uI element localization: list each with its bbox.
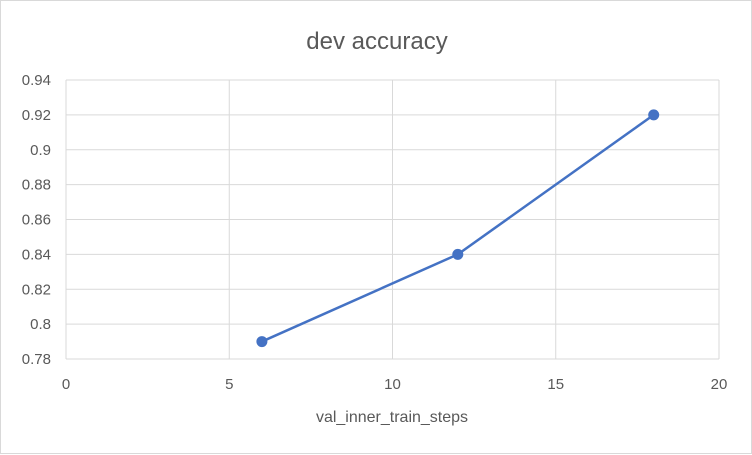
x-tick-label: 10 (384, 376, 401, 393)
x-tick-label: 0 (62, 376, 70, 393)
data-series (256, 109, 660, 348)
series-line (261, 113, 655, 343)
data-point (648, 109, 660, 121)
y-tick-label: 0.88 (22, 177, 51, 194)
x-axis-label: val_inner_train_steps (316, 409, 468, 426)
y-tick-label: 0.92 (22, 107, 51, 124)
x-tick-label: 5 (225, 376, 233, 393)
y-tick-label: 0.9 (30, 142, 51, 159)
y-tick-labels: 0.78 0.8 0.82 0.84 0.86 0.88 0.9 0.92 0.94 (22, 72, 51, 368)
chart-title: dev accuracy (306, 28, 447, 55)
y-tick-label: 0.84 (22, 246, 51, 263)
x-tick-label: 15 (547, 376, 564, 393)
y-tick-label: 0.94 (22, 72, 51, 89)
x-tick-labels: 0 5 10 15 20 (62, 376, 728, 393)
x-tick-label: 20 (711, 376, 728, 393)
y-tick-label: 0.86 (22, 212, 51, 229)
data-point (452, 248, 464, 260)
y-tick-label: 0.82 (22, 281, 51, 298)
y-tick-label: 0.8 (30, 316, 51, 333)
data-point (256, 336, 268, 348)
y-tick-label: 0.78 (22, 351, 51, 368)
gridlines (65, 79, 720, 360)
